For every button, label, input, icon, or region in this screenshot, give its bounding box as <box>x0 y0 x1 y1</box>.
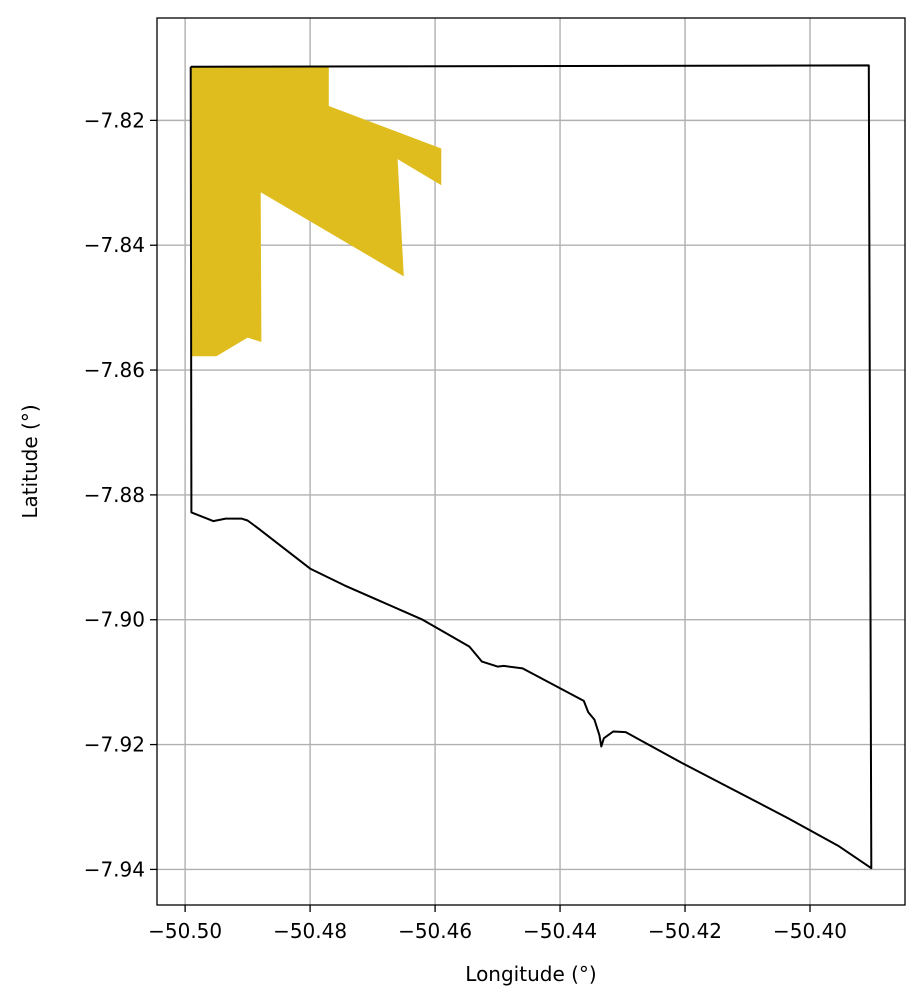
x-tick-label: −50.46 <box>398 919 472 943</box>
x-axis-label: Longitude (°) <box>465 962 596 986</box>
x-tick-label: −50.48 <box>273 919 347 943</box>
y-axis-label: Latitude (°) <box>18 404 42 518</box>
highlighted-area <box>190 66 442 357</box>
y-tick-label: −7.94 <box>84 857 145 881</box>
y-tick-label: −7.82 <box>84 108 145 132</box>
y-tick-label: −7.90 <box>84 608 145 632</box>
x-tick-label: −50.50 <box>148 919 222 943</box>
y-tick-label: −7.88 <box>84 483 145 507</box>
x-tick-label: −50.44 <box>523 919 597 943</box>
y-tick-label: −7.84 <box>84 233 145 257</box>
x-tick-label: −50.42 <box>648 919 722 943</box>
plot-area <box>189 64 873 870</box>
y-tick-label: −7.86 <box>84 358 145 382</box>
y-tick-label: −7.92 <box>84 733 145 757</box>
boundary-outline <box>189 64 873 870</box>
ticks: −50.50 −50.48 −50.46 −50.44 −50.42 −50.40 −7.8… <box>84 108 847 943</box>
x-tick-label: −50.40 <box>773 919 847 943</box>
axes-frame <box>156 17 906 906</box>
